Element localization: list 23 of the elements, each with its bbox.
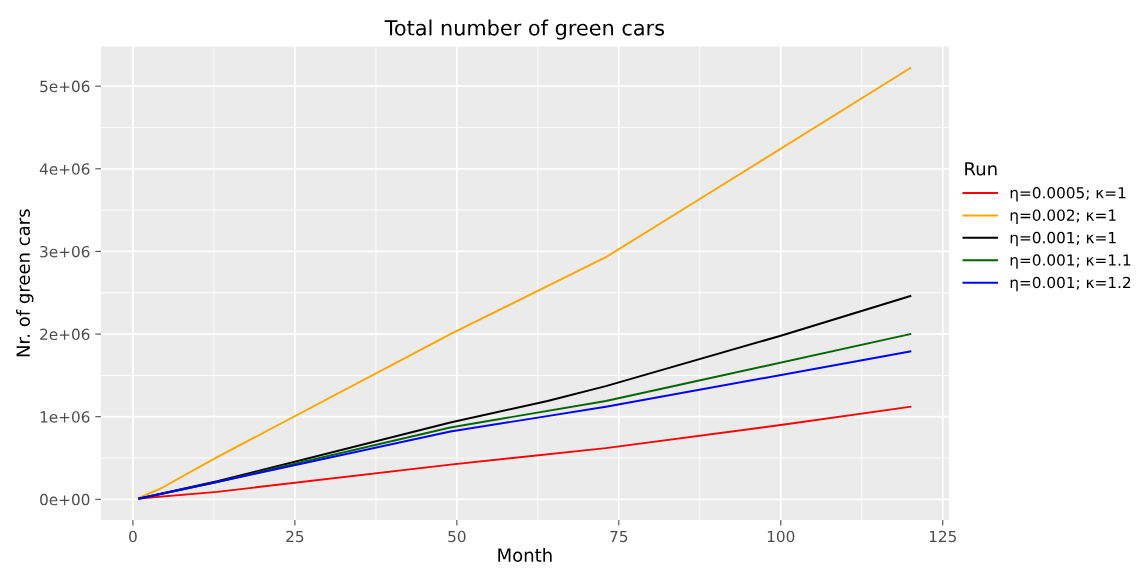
- x-tick-label: 75: [610, 530, 628, 543]
- chart-title: Total number of green cars: [384, 19, 665, 40]
- x-tick-label: 125: [929, 530, 956, 543]
- y-tick-label: 5e+06: [40, 80, 90, 93]
- line-series: [138, 405, 912, 500]
- legend-label: η=0.001; κ=1: [1010, 231, 1116, 247]
- y-tick-label: 1e+06: [40, 411, 90, 423]
- legend-label: η=0.002; κ=1: [1010, 209, 1116, 224]
- x-axis-title: Month: [498, 547, 552, 562]
- x-tick-label: 100: [767, 530, 795, 543]
- legend-label: η=0.001; κ=1.1: [1010, 254, 1131, 269]
- x-tick-label: 25: [286, 530, 304, 543]
- legend-title: Run: [965, 162, 997, 176]
- y-tick-label: 0e+00: [40, 493, 90, 506]
- legend-label: η=0.001; κ=1.2: [1010, 276, 1131, 292]
- x-tick-label: 0: [129, 530, 137, 543]
- y-tick-label: 4e+06: [39, 163, 90, 175]
- line-series: [138, 67, 912, 499]
- y-tick-label: 2e+06: [40, 328, 90, 341]
- y-tick-label: 3e+06: [40, 245, 90, 258]
- y-axis-title: Nr. of green cars: [16, 209, 34, 357]
- legend-label: η=0.0005; κ=1: [1010, 187, 1126, 202]
- x-tick-label: 50: [448, 530, 466, 543]
